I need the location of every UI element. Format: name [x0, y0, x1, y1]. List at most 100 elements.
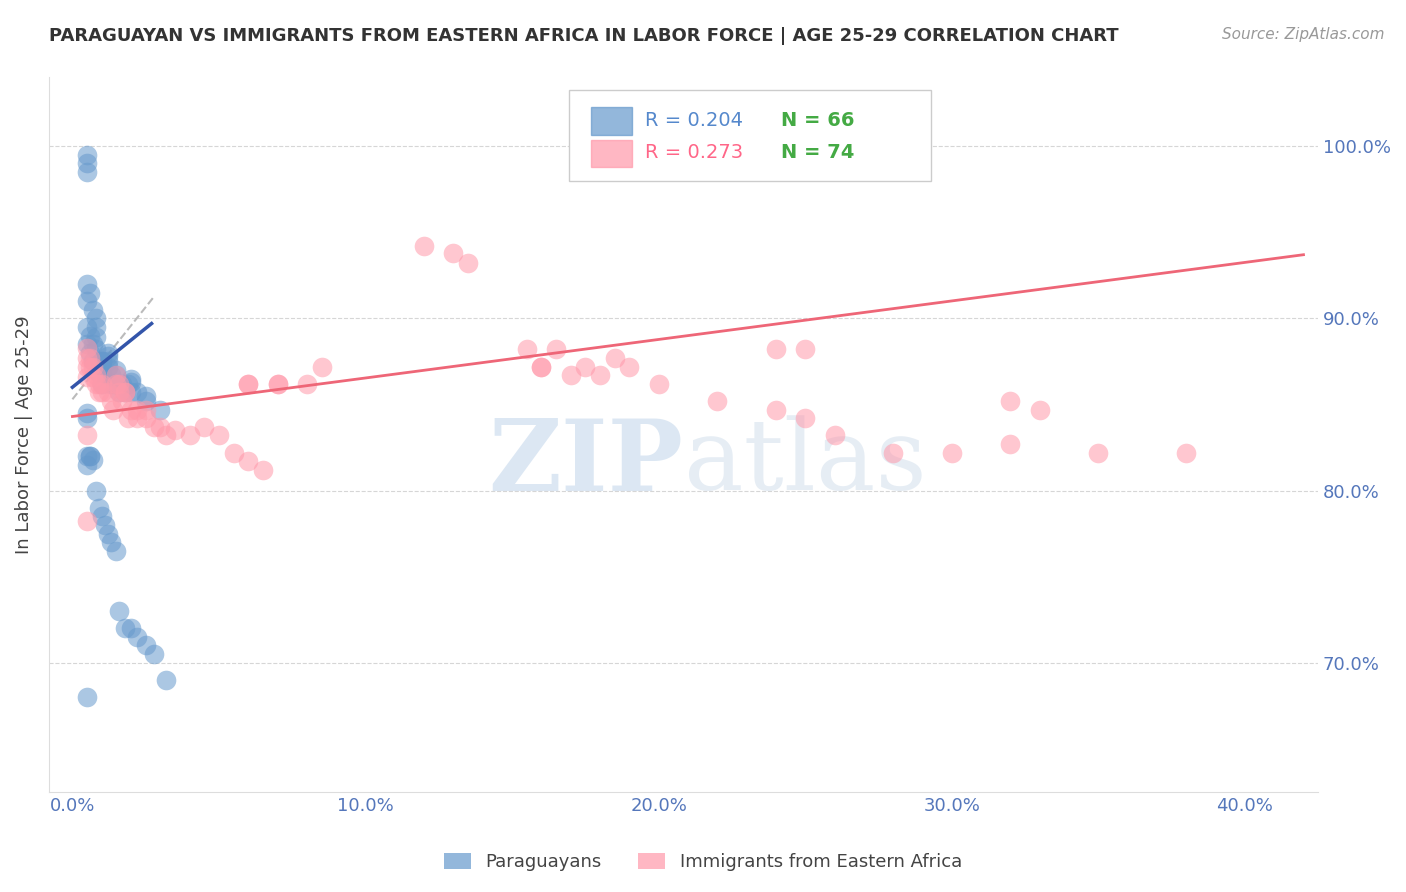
- Point: [238, 376, 260, 391]
- Point: [111, 394, 134, 409]
- Bar: [591, 107, 631, 135]
- Point: [79, 328, 101, 343]
- FancyBboxPatch shape: [569, 89, 931, 181]
- Point: [120, 621, 142, 635]
- Point: [1087, 445, 1109, 459]
- Point: [544, 343, 567, 357]
- Point: [706, 394, 728, 409]
- Point: [266, 376, 288, 391]
- Point: [76, 370, 98, 384]
- Point: [90, 376, 112, 391]
- Text: PARAGUAYAN VS IMMIGRANTS FROM EASTERN AFRICA IN LABOR FORCE | AGE 25-29 CORRELAT: PARAGUAYAN VS IMMIGRANTS FROM EASTERN AF…: [49, 27, 1119, 45]
- Text: R = 0.204: R = 0.204: [645, 111, 744, 130]
- Point: [105, 368, 128, 383]
- Point: [114, 385, 136, 400]
- Point: [97, 359, 120, 374]
- Point: [76, 277, 98, 291]
- Point: [765, 343, 787, 357]
- Point: [76, 165, 98, 179]
- Point: [222, 445, 245, 459]
- Point: [143, 420, 166, 434]
- Point: [619, 359, 641, 374]
- Point: [105, 376, 128, 391]
- Point: [120, 385, 142, 400]
- Point: [120, 402, 142, 417]
- Point: [90, 385, 112, 400]
- Point: [824, 428, 846, 442]
- Point: [238, 454, 260, 468]
- Point: [603, 351, 626, 365]
- Point: [76, 294, 98, 309]
- Point: [90, 354, 112, 368]
- Point: [82, 452, 104, 467]
- Point: [97, 385, 120, 400]
- Point: [114, 621, 136, 635]
- Point: [135, 411, 157, 425]
- Point: [120, 371, 142, 385]
- Point: [108, 385, 131, 400]
- Point: [87, 359, 110, 374]
- Text: N = 74: N = 74: [782, 143, 855, 162]
- Point: [100, 376, 122, 391]
- Point: [266, 376, 288, 391]
- Point: [238, 376, 260, 391]
- Point: [117, 411, 139, 425]
- Bar: [591, 139, 631, 167]
- Point: [1000, 394, 1022, 409]
- Point: [108, 376, 131, 391]
- Point: [76, 515, 98, 529]
- Point: [530, 359, 553, 374]
- Point: [76, 458, 98, 472]
- Point: [76, 341, 98, 355]
- Point: [97, 349, 120, 363]
- Point: [163, 423, 186, 437]
- Point: [79, 359, 101, 374]
- Point: [84, 343, 107, 357]
- Point: [105, 363, 128, 377]
- Point: [76, 320, 98, 334]
- Point: [76, 359, 98, 374]
- Point: [125, 385, 148, 400]
- Point: [108, 385, 131, 400]
- Point: [882, 445, 904, 459]
- Point: [647, 376, 669, 391]
- Point: [84, 376, 107, 391]
- Point: [765, 402, 787, 417]
- Point: [143, 647, 166, 661]
- Point: [90, 354, 112, 368]
- Point: [105, 543, 128, 558]
- Point: [179, 428, 201, 442]
- Point: [87, 376, 110, 391]
- Point: [1000, 437, 1022, 451]
- Point: [120, 375, 142, 389]
- Point: [87, 354, 110, 368]
- Point: [84, 483, 107, 498]
- Point: [193, 420, 215, 434]
- Point: [114, 385, 136, 400]
- Text: R = 0.273: R = 0.273: [645, 143, 744, 162]
- Point: [90, 367, 112, 381]
- Text: ZIP: ZIP: [489, 415, 683, 512]
- Point: [457, 256, 479, 270]
- Point: [1028, 402, 1050, 417]
- Point: [117, 376, 139, 391]
- Point: [574, 359, 596, 374]
- Point: [108, 604, 131, 618]
- Text: Source: ZipAtlas.com: Source: ZipAtlas.com: [1222, 27, 1385, 42]
- Point: [84, 368, 107, 383]
- Point: [105, 368, 128, 383]
- Point: [100, 535, 122, 549]
- Point: [76, 351, 98, 365]
- Point: [87, 385, 110, 400]
- Point: [135, 394, 157, 409]
- Y-axis label: In Labor Force | Age 25-29: In Labor Force | Age 25-29: [15, 315, 32, 554]
- Point: [589, 368, 612, 383]
- Point: [295, 376, 318, 391]
- Point: [84, 311, 107, 326]
- Point: [79, 449, 101, 463]
- Point: [111, 376, 134, 391]
- Text: atlas: atlas: [683, 416, 927, 511]
- Point: [90, 376, 112, 391]
- Point: [79, 351, 101, 365]
- Point: [87, 500, 110, 515]
